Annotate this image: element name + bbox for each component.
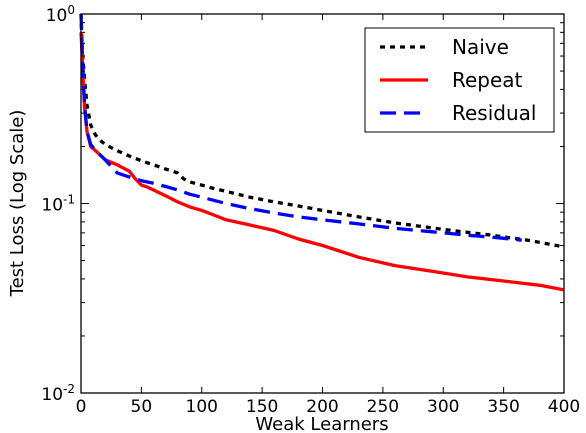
- y-axis-label: Test Loss (Log Scale): [7, 110, 28, 298]
- legend-label-naive: Naive: [452, 35, 509, 59]
- x-tick-label: 100: [186, 397, 218, 417]
- x-tick-label: 0: [76, 397, 87, 417]
- series-line-naive: [79, 13, 565, 249]
- legend-label-residual: Residual: [452, 101, 536, 125]
- x-tick-label: 50: [131, 397, 153, 417]
- plot-lines: [79, 13, 565, 292]
- x-tick-label: 200: [306, 397, 338, 417]
- legend: Naive Repeat Residual: [364, 27, 555, 133]
- series-line-residual: [79, 13, 522, 242]
- x-tick-label: 300: [427, 397, 459, 417]
- y-tick-label: 10-1: [41, 193, 75, 216]
- y-tick-label: 100: [46, 3, 75, 26]
- y-tick-label: 10-2: [41, 382, 75, 405]
- axis-ticks: [80, 13, 565, 394]
- x-axis-label: Weak Learners: [255, 414, 388, 433]
- x-tick-label: 350: [487, 397, 519, 417]
- legend-box: [364, 27, 555, 133]
- legend-label-repeat: Repeat: [452, 68, 523, 92]
- x-tick-label: 400: [548, 397, 580, 417]
- x-tick-label: 250: [367, 397, 399, 417]
- axis-tick-labels: 0 50 100 150 200 250 300 350 400 10-2 10-1 100: [41, 3, 580, 417]
- x-tick-label: 150: [246, 397, 278, 417]
